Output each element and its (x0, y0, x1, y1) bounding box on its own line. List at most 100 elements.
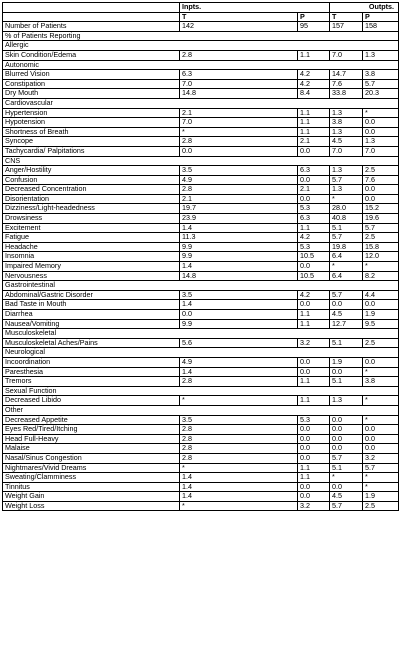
table-row: Dizziness/Light-headedness 19.7 5.3 28.0 15.… (2, 203, 400, 215)
section-label: Musculoskeletal (1, 328, 400, 339)
outpatients-t-value: 7.0 (329, 145, 364, 157)
inpatients-p-value: 0.0 (296, 433, 331, 445)
inpatients-t-value: 0.0 (179, 309, 298, 320)
outpatients-p-value: * (362, 472, 400, 483)
section-row: % of Patients Reporting (1, 30, 400, 42)
row-label: Weight Loss (2, 500, 180, 512)
table-row: Dry Mouth 14.8 8.4 33.8 20.3 (2, 88, 400, 99)
section-row: Cardiovascular (1, 97, 400, 109)
inpatients-p-value: 8.4 (296, 88, 331, 99)
table-row: Excitement 1.4 1.1 5.1 5.7 (2, 222, 400, 234)
inpatients-t-value: 7.0 (179, 117, 298, 128)
outpatients-t-value: 5.7 (329, 232, 364, 243)
inpatients-p-value: 0.0 (296, 356, 331, 368)
outpatients-t-value: 1.3 (329, 126, 364, 138)
section-label: Cardiovascular (1, 97, 400, 109)
inpatients-p-value: 0.0 (296, 193, 331, 205)
table-row: Weight Gain 1.4 0.0 4.5 1.9 (2, 491, 400, 502)
table-row: Disorientation 2.1 0.0 * 0.0 (2, 193, 400, 205)
table-row: Decreased Libido * 1.1 1.3 * (2, 395, 400, 406)
inpatients-p-value: 6.3 (296, 213, 331, 224)
row-label: Dry Mouth (2, 88, 180, 99)
inpatients-p-value: 10.5 (296, 251, 331, 263)
row-label: Incoordination (2, 356, 180, 368)
inpatients-t-value: 14.8 (179, 270, 298, 282)
inpatients-t-header: T (179, 11, 298, 23)
table-row: Impaired Memory 1.4 0.0 * * (2, 261, 400, 272)
inpatients-t-value: 4.9 (179, 174, 298, 186)
outpatients-p-value: * (362, 366, 400, 378)
inpatients-t-value: 0.0 (179, 145, 298, 157)
inpatients-p-value: 0.0 (296, 261, 331, 272)
outpatients-p-value: 0.0 (362, 356, 400, 368)
outpatients-p-value: 2.5 (362, 500, 400, 512)
row-label: Head Full-Heavy (2, 433, 180, 445)
inpatients-p-header: P (296, 11, 331, 23)
inpatients-t-value: 5.6 (179, 337, 298, 349)
table-row: Weight Loss * 3.2 5.7 2.5 (2, 500, 400, 512)
outpatients-t-value: 5.7 (329, 452, 364, 464)
inpatients-t-value: 3.5 (179, 414, 298, 426)
outpatients-p-value: 1.9 (362, 309, 400, 320)
inpatients-p-value: 1.1 (296, 49, 331, 61)
inpatients-p-value: 4.2 (296, 78, 331, 90)
table-row: Syncope 2.8 2.1 4.5 1.3 (2, 136, 400, 147)
section-row: Allergic (1, 40, 400, 51)
inpatients-t-value: 1.4 (179, 366, 298, 378)
table-row: Number of Patients 142 95 157 158 (2, 21, 400, 32)
row-label: Nausea/Vomiting (2, 318, 180, 330)
table-row: Malaise 2.8 0.0 0.0 0.0 (2, 443, 400, 454)
inpatients-p-value: 0.0 (296, 366, 331, 378)
inpatients-p-value: 2.1 (296, 136, 331, 147)
inpatients-p-value: 5.3 (296, 414, 331, 426)
inpatients-p-value: 4.2 (296, 232, 331, 243)
outpatients-t-value: 12.7 (329, 318, 364, 330)
row-label: Decreased Libido (2, 395, 180, 406)
table-row: Nasal/Sinus Congestion 2.8 0.0 5.7 3.2 (2, 452, 400, 464)
outpatients-p-value: 19.6 (362, 213, 400, 224)
row-label: Decreased Appetite (2, 414, 180, 426)
inpatients-t-value: 2.8 (179, 443, 298, 454)
inpatients-p-value: 1.1 (296, 318, 331, 330)
adverse-events-page: Inpts. Outpts. T P T P Number of Patient… (1, 2, 400, 512)
outpatients-t-value: 5.7 (329, 500, 364, 512)
outpatients-t-value: 6.4 (329, 251, 364, 263)
row-label: Nasal/Sinus Congestion (2, 452, 180, 464)
table-row: Incoordination 4.9 0.0 1.9 0.0 (2, 356, 400, 368)
outpatients-p-value: 0.0 (362, 193, 400, 205)
inpatients-t-value: 3.5 (179, 289, 298, 301)
row-label: Nervousness (2, 270, 180, 282)
inpatients-t-value: 2.8 (179, 452, 298, 464)
table-row: Fatigue 11.3 4.2 5.7 2.5 (2, 232, 400, 243)
inpatients-t-value: * (179, 500, 298, 512)
row-label: Constipation (2, 78, 180, 90)
inpatients-p-value: 0.0 (296, 145, 331, 157)
inpatients-t-value: 2.8 (179, 49, 298, 61)
inpatients-p-value: 1.1 (296, 222, 331, 234)
table-row: Hypotension 7.0 1.1 3.8 0.0 (2, 117, 400, 128)
row-label: Excitement (2, 222, 180, 234)
outpatients-p-value: 2.5 (362, 232, 400, 243)
inpatients-t-value: 1.4 (179, 491, 298, 502)
outpatients-p-value: 5.7 (362, 78, 400, 90)
row-label: Number of Patients (2, 21, 180, 32)
outpatients-t-value: 157 (329, 21, 364, 32)
row-label: Shortness of Breath (2, 126, 180, 138)
outpatients-t-value: 0.0 (329, 443, 364, 454)
outpatients-p-value: 4.4 (362, 289, 400, 301)
outpatients-p-value: 8.2 (362, 270, 400, 282)
inpatients-t-value: 23.9 (179, 213, 298, 224)
inpatients-p-value: 1.1 (296, 117, 331, 128)
inpatients-p-value: 5.3 (296, 241, 331, 253)
outpatients-p-value: * (362, 261, 400, 272)
outpatients-p-value: 7.0 (362, 145, 400, 157)
table-row: Nausea/Vomiting 9.9 1.1 12.7 9.5 (2, 318, 400, 330)
inpatients-p-value: 0.0 (296, 443, 331, 454)
inpatients-p-value: 0.0 (296, 491, 331, 502)
section-row: Neurological (1, 347, 400, 358)
section-label: CNS (1, 155, 400, 167)
corner-cell (2, 11, 180, 23)
outpatients-p-value: 7.6 (362, 174, 400, 186)
outpatients-t-value: 33.8 (329, 88, 364, 99)
row-label: Syncope (2, 136, 180, 147)
